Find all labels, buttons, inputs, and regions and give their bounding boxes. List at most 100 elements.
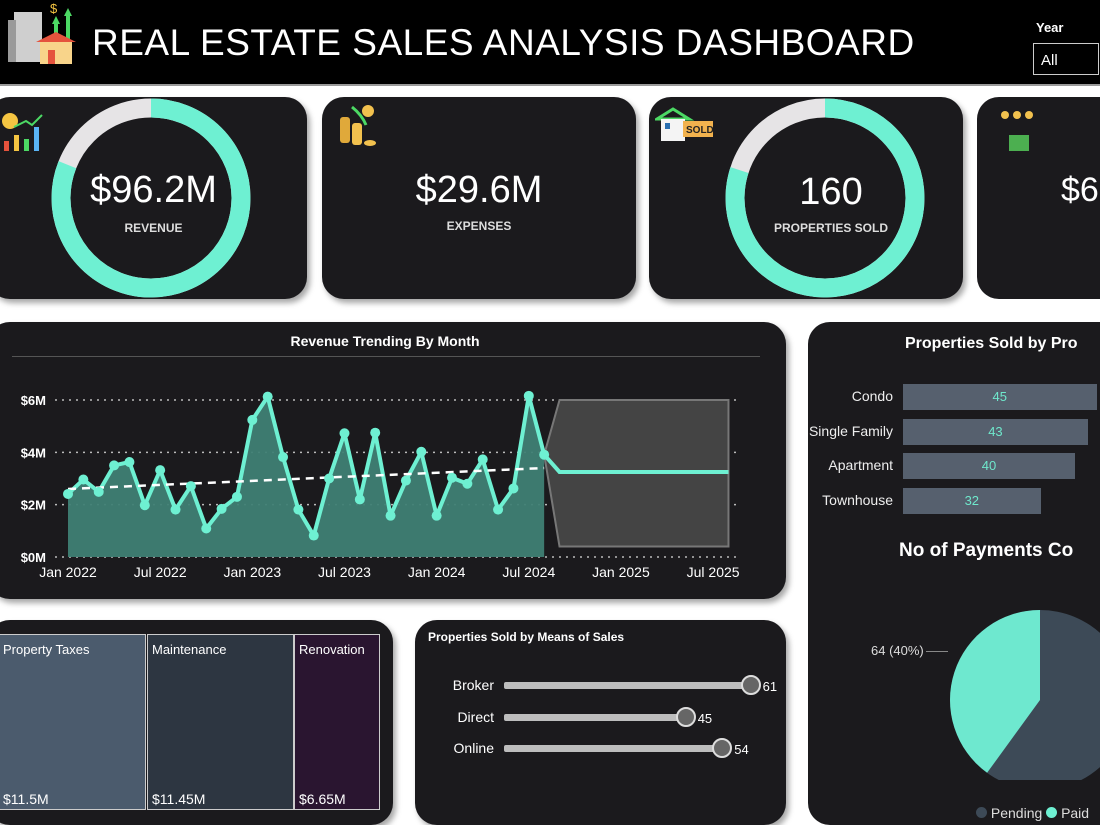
data-point — [324, 473, 335, 484]
data-point — [447, 472, 457, 483]
data-point — [109, 460, 120, 471]
pie-label-leader — [926, 651, 948, 652]
revenue-value: $96.2M — [90, 169, 217, 211]
slider-track-online[interactable] — [504, 745, 723, 752]
data-point — [508, 483, 519, 494]
legend-pending[interactable]: Pending — [990, 805, 1043, 821]
data-point — [247, 414, 258, 425]
x-tick-label: Jul 2022 — [134, 564, 187, 580]
data-point — [201, 523, 212, 534]
profit-card: $6 — [977, 97, 1100, 299]
x-tick-label: Jan 2024 — [408, 564, 466, 580]
x-tick-label: Jul 2024 — [502, 564, 555, 580]
revenue-label: REVENUE — [124, 221, 183, 235]
year-filter-label: Year — [1036, 20, 1064, 35]
pie-slice-paid — [950, 610, 1040, 773]
data-point — [308, 530, 319, 541]
trend-line — [67, 466, 545, 491]
revenue-area — [68, 395, 545, 557]
property-type-title: Properties Sold by Pro — [905, 335, 1078, 352]
data-point — [262, 391, 273, 402]
data-point — [477, 454, 488, 465]
properties-sold-donut — [725, 98, 925, 298]
slider-label: Direct — [457, 708, 494, 725]
payments-title: No of Payments Co — [899, 540, 1074, 561]
treemap-name: Renovation — [299, 642, 365, 657]
bar-label: Condo — [851, 388, 893, 404]
y-tick-label: $2M — [21, 498, 46, 513]
treemap-cell-maintenance[interactable]: Maintenance $11.45M — [147, 634, 294, 810]
legend-pending-swatch — [976, 807, 987, 818]
data-point — [416, 446, 427, 457]
data-point — [339, 428, 350, 439]
pie-label-paid: 64 (40%) — [871, 643, 924, 658]
treemap-cell-property-taxes[interactable]: Property Taxes $11.5M — [0, 634, 146, 810]
slider-knob-online[interactable] — [712, 738, 733, 758]
bar-townhouse[interactable]: 32 — [903, 488, 1041, 515]
treemap-value: $11.45M — [152, 791, 206, 807]
treemap-name: Maintenance — [152, 642, 227, 657]
header: $ REAL ESTATE SALES ANALYSIS DASHBOARD Y… — [0, 0, 1100, 86]
bar-condo[interactable]: 45 — [903, 384, 1097, 410]
data-point — [278, 452, 289, 463]
slider-knob-broker[interactable] — [740, 675, 761, 695]
revenue-trend-chart[interactable]: $0M $2M $4M $6M Jan 2022 Jul 2022 Jan 2023 Jul … — [0, 380, 786, 590]
treemap-cell-renovation[interactable]: Renovation $6.65M — [294, 634, 380, 810]
data-point — [63, 488, 73, 499]
data-point — [493, 504, 504, 515]
slider-track-direct[interactable] — [504, 713, 686, 721]
expenses-card: $29.6M EXPENSES — [322, 97, 636, 299]
real-estate-logo-icon: $ — [8, 2, 76, 64]
properties-sold-card: SOLD 160 PROPERTIES SOLD — [649, 97, 963, 299]
title-divider — [12, 356, 760, 357]
slider-label: Broker — [452, 677, 494, 693]
properties-sold-donut-fill — [725, 98, 925, 298]
properties-sold-label: PROPERTIES SOLD — [773, 221, 889, 235]
slider-knob-direct[interactable] — [675, 706, 696, 727]
coins-icon — [340, 105, 376, 146]
legend-paid-swatch — [1046, 807, 1058, 818]
slider-value: 54 — [734, 742, 749, 757]
data-point — [523, 390, 534, 401]
forecast-line — [542, 453, 729, 474]
slider-label: Online — [453, 740, 494, 756]
x-tick-label: Jan 2025 — [592, 564, 650, 580]
payments-pie[interactable] — [940, 580, 1100, 780]
profit-value: $6 — [1061, 171, 1099, 209]
data-point — [231, 491, 242, 502]
bar-apartment[interactable]: 40 — [903, 453, 1075, 480]
data-point — [139, 500, 150, 511]
y-tick-label: $6M — [21, 393, 46, 408]
bar-single-family[interactable]: 43 — [903, 418, 1088, 445]
data-point — [354, 494, 365, 505]
data-point — [462, 478, 473, 489]
revenue-card: $96.2M REVENUE — [0, 97, 307, 299]
year-filter-dropdown[interactable]: All — [1033, 43, 1099, 75]
slider-track-broker[interactable] — [504, 682, 751, 689]
revenue-chart-icon — [2, 113, 43, 151]
means-of-sales-title: Properties Sold by Means of Sales — [428, 630, 625, 644]
svg-text:$: $ — [50, 2, 58, 16]
legend-paid[interactable]: Paid — [1061, 805, 1090, 821]
revenue-donut-fill — [51, 98, 251, 298]
expenses-label: EXPENSES — [446, 219, 512, 233]
properties-sold-value: 160 — [799, 171, 863, 213]
expenses-value: $29.6M — [415, 169, 543, 211]
data-point — [155, 465, 166, 476]
revenue-trend-title: Revenue Trending By Month — [290, 333, 480, 349]
data-point — [170, 504, 181, 515]
data-point — [431, 510, 442, 521]
treemap-value: $6.65M — [299, 791, 346, 807]
data-point — [93, 486, 104, 497]
expenses-treemap-card: Property Taxes $11.5M Maintenance $11.45M … — [0, 620, 393, 825]
revenue-donut — [51, 98, 251, 298]
pie-legend: Pending Paid — [976, 805, 1089, 821]
bar-label: Townhouse — [822, 492, 893, 509]
data-point — [400, 475, 411, 486]
x-tick-label: Jul 2023 — [318, 564, 371, 580]
x-tick-label: Jan 2022 — [39, 564, 97, 580]
data-point — [293, 504, 304, 515]
svg-text:SOLD: SOLD — [686, 125, 714, 136]
bar-label: Single Family — [808, 422, 893, 439]
slider-value: 61 — [762, 679, 778, 694]
